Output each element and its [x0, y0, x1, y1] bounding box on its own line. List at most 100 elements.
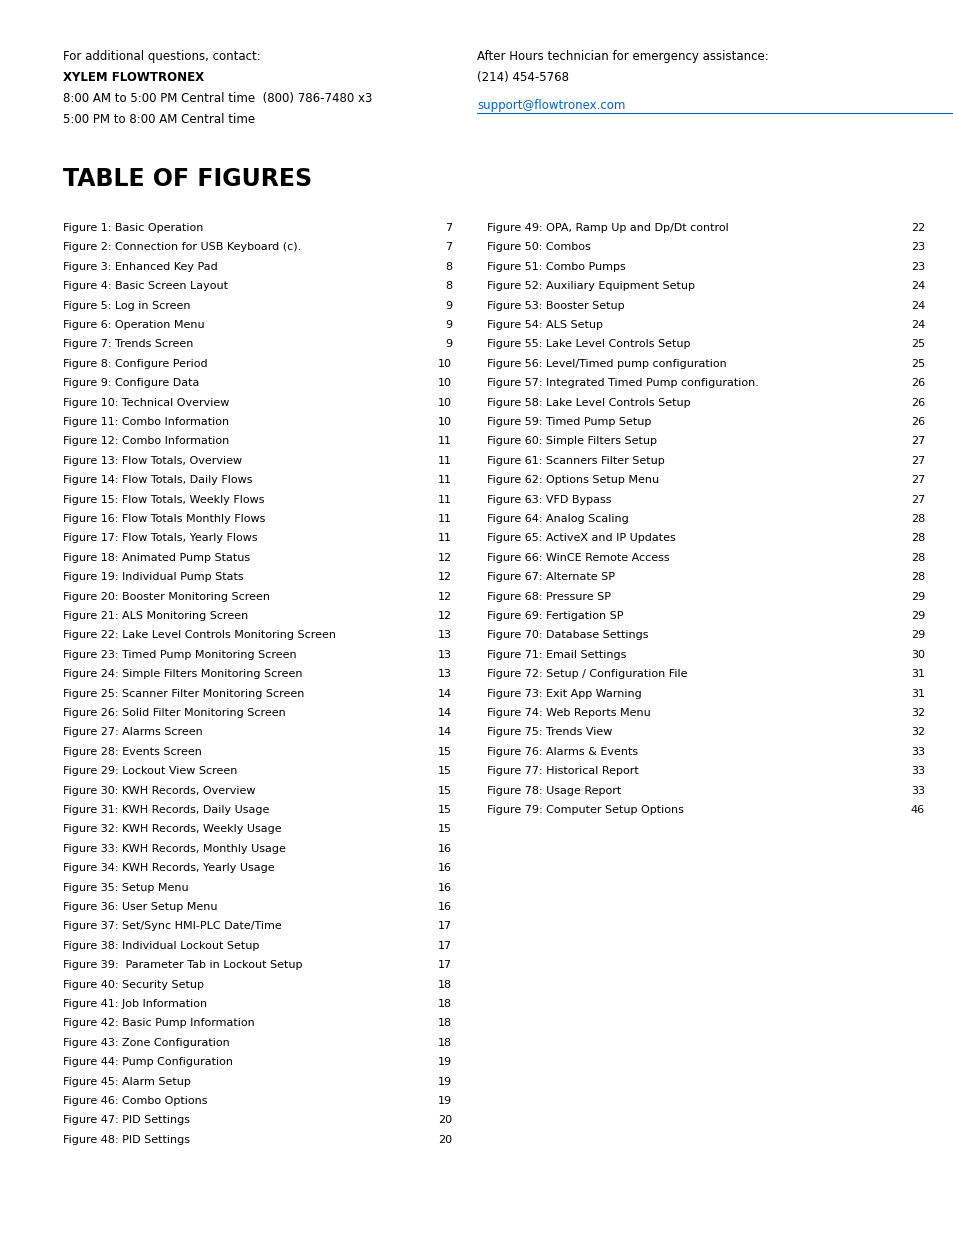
Text: Figure 36: User Setup Menu: Figure 36: User Setup Menu	[63, 902, 217, 911]
Text: Figure 37: Set/Sync HMI-PLC Date/Time: Figure 37: Set/Sync HMI-PLC Date/Time	[63, 921, 285, 931]
Text: 33: 33	[910, 766, 924, 777]
Text: 28: 28	[910, 553, 924, 563]
Text: Figure 15: Flow Totals, Weekly Flows: Figure 15: Flow Totals, Weekly Flows	[63, 494, 268, 505]
Text: 8: 8	[444, 262, 452, 272]
Text: Figure 71: Email Settings: Figure 71: Email Settings	[486, 650, 629, 659]
Text: Figure 32: KWH Records, Weekly Usage: Figure 32: KWH Records, Weekly Usage	[63, 825, 285, 835]
Text: Figure 5: Log in Screen: Figure 5: Log in Screen	[63, 300, 191, 310]
Text: 26: 26	[910, 378, 924, 388]
Text: 22: 22	[910, 224, 924, 233]
Text: 9: 9	[444, 300, 452, 310]
Text: Figure 10: Technical Overview: Figure 10: Technical Overview	[63, 398, 233, 408]
Text: 20: 20	[437, 1115, 452, 1125]
Text: Figure 53: Booster Setup: Figure 53: Booster Setup	[486, 300, 627, 310]
Text: 19: 19	[437, 1095, 452, 1107]
Text: Figure 41: Job Information: Figure 41: Job Information	[63, 999, 211, 1009]
Text: 9: 9	[444, 340, 452, 350]
Text: 24: 24	[910, 300, 924, 310]
Text: XYLEM FLOWTRONEX: XYLEM FLOWTRONEX	[63, 70, 204, 84]
Text: Figure 23: Timed Pump Monitoring Screen: Figure 23: Timed Pump Monitoring Screen	[63, 650, 300, 659]
Text: Figure 76: Alarms & Events: Figure 76: Alarms & Events	[486, 747, 641, 757]
Text: Figure 28: Events Screen: Figure 28: Events Screen	[63, 747, 205, 757]
Text: 10: 10	[437, 378, 452, 388]
Text: Figure 31: KWH Records, Daily Usage: Figure 31: KWH Records, Daily Usage	[63, 805, 269, 815]
Text: 11: 11	[437, 494, 452, 505]
Text: Figure 79: Computer Setup Options: Figure 79: Computer Setup Options	[486, 805, 687, 815]
Text: Figure 4: Basic Screen Layout: Figure 4: Basic Screen Layout	[63, 282, 228, 291]
Text: 19: 19	[437, 1057, 452, 1067]
Text: 28: 28	[910, 534, 924, 543]
Text: Figure 60: Simple Filters Setup: Figure 60: Simple Filters Setup	[486, 436, 659, 446]
Text: Figure 52: Auxiliary Equipment Setup: Figure 52: Auxiliary Equipment Setup	[486, 282, 698, 291]
Text: 13: 13	[437, 630, 452, 641]
Text: 24: 24	[910, 282, 924, 291]
Text: 18: 18	[437, 999, 452, 1009]
Text: 12: 12	[437, 572, 452, 582]
Text: Figure 26: Solid Filter Monitoring Screen: Figure 26: Solid Filter Monitoring Scree…	[63, 708, 286, 718]
Text: (214) 454-5768: (214) 454-5768	[476, 70, 568, 84]
Text: Figure 39:  Parameter Tab in Lockout Setup: Figure 39: Parameter Tab in Lockout Setu…	[63, 960, 306, 971]
Text: Figure 7: Trends Screen: Figure 7: Trends Screen	[63, 340, 196, 350]
Text: Figure 1: Basic Operation: Figure 1: Basic Operation	[63, 224, 207, 233]
Text: 10: 10	[437, 417, 452, 427]
Text: Figure 8: Configure Period: Figure 8: Configure Period	[63, 359, 208, 369]
Text: 11: 11	[437, 534, 452, 543]
Text: Figure 40: Security Setup: Figure 40: Security Setup	[63, 979, 208, 989]
Text: 29: 29	[910, 592, 924, 601]
Text: Figure 73: Exit App Warning: Figure 73: Exit App Warning	[486, 689, 644, 699]
Text: Figure 51: Combo Pumps: Figure 51: Combo Pumps	[486, 262, 629, 272]
Text: 33: 33	[910, 747, 924, 757]
Text: Figure 3: Enhanced Key Pad: Figure 3: Enhanced Key Pad	[63, 262, 217, 272]
Text: 12: 12	[437, 553, 452, 563]
Text: 26: 26	[910, 417, 924, 427]
Text: 27: 27	[910, 456, 924, 466]
Text: Figure 58: Lake Level Controls Setup: Figure 58: Lake Level Controls Setup	[486, 398, 690, 408]
Text: 14: 14	[437, 727, 452, 737]
Text: Figure 18: Animated Pump Status: Figure 18: Animated Pump Status	[63, 553, 253, 563]
Text: 16: 16	[437, 844, 452, 853]
Text: Figure 74: Web Reports Menu: Figure 74: Web Reports Menu	[486, 708, 654, 718]
Text: Figure 57: Integrated Timed Pump configuration.: Figure 57: Integrated Timed Pump configu…	[486, 378, 761, 388]
Text: Figure 16: Flow Totals Monthly Flows: Figure 16: Flow Totals Monthly Flows	[63, 514, 269, 524]
Text: 13: 13	[437, 669, 452, 679]
Text: 15: 15	[437, 825, 452, 835]
Text: Figure 35: Setup Menu: Figure 35: Setup Menu	[63, 883, 192, 893]
Text: 11: 11	[437, 436, 452, 446]
Text: 20: 20	[437, 1135, 452, 1145]
Text: Figure 61: Scanners Filter Setup: Figure 61: Scanners Filter Setup	[486, 456, 667, 466]
Text: 5:00 PM to 8:00 AM Central time: 5:00 PM to 8:00 AM Central time	[63, 112, 254, 126]
Text: 26: 26	[910, 398, 924, 408]
Text: TABLE OF FIGURES: TABLE OF FIGURES	[63, 167, 312, 191]
Text: 23: 23	[910, 262, 924, 272]
Text: 13: 13	[437, 650, 452, 659]
Text: Figure 62: Options Setup Menu: Figure 62: Options Setup Menu	[486, 475, 662, 485]
Text: 28: 28	[910, 572, 924, 582]
Text: 7: 7	[444, 224, 452, 233]
Text: 14: 14	[437, 708, 452, 718]
Text: 12: 12	[437, 592, 452, 601]
Text: Figure 22: Lake Level Controls Monitoring Screen: Figure 22: Lake Level Controls Monitorin…	[63, 630, 335, 641]
Text: Figure 17: Flow Totals, Yearly Flows: Figure 17: Flow Totals, Yearly Flows	[63, 534, 257, 543]
Text: 15: 15	[437, 747, 452, 757]
Text: Figure 20: Booster Monitoring Screen: Figure 20: Booster Monitoring Screen	[63, 592, 274, 601]
Text: 32: 32	[910, 727, 924, 737]
Text: 16: 16	[437, 863, 452, 873]
Text: Figure 70: Database Settings: Figure 70: Database Settings	[486, 630, 648, 641]
Text: 27: 27	[910, 436, 924, 446]
Text: Figure 12: Combo Information: Figure 12: Combo Information	[63, 436, 233, 446]
Text: Figure 45: Alarm Setup: Figure 45: Alarm Setup	[63, 1077, 194, 1087]
Text: support@flowtronex.com: support@flowtronex.com	[476, 99, 625, 112]
Text: Figure 56: Level/Timed pump configuration: Figure 56: Level/Timed pump configuratio…	[486, 359, 726, 369]
Text: 30: 30	[910, 650, 924, 659]
Text: 24: 24	[910, 320, 924, 330]
Text: Figure 34: KWH Records, Yearly Usage: Figure 34: KWH Records, Yearly Usage	[63, 863, 278, 873]
Text: 23: 23	[910, 242, 924, 252]
Text: 11: 11	[437, 456, 452, 466]
Text: Figure 65: ActiveX and IP Updates: Figure 65: ActiveX and IP Updates	[486, 534, 679, 543]
Text: 32: 32	[910, 708, 924, 718]
Text: Figure 25: Scanner Filter Monitoring Screen: Figure 25: Scanner Filter Monitoring Scr…	[63, 689, 308, 699]
Text: After Hours technician for emergency assistance:: After Hours technician for emergency ass…	[476, 49, 768, 63]
Text: 28: 28	[910, 514, 924, 524]
Text: 27: 27	[910, 475, 924, 485]
Text: 15: 15	[437, 785, 452, 795]
